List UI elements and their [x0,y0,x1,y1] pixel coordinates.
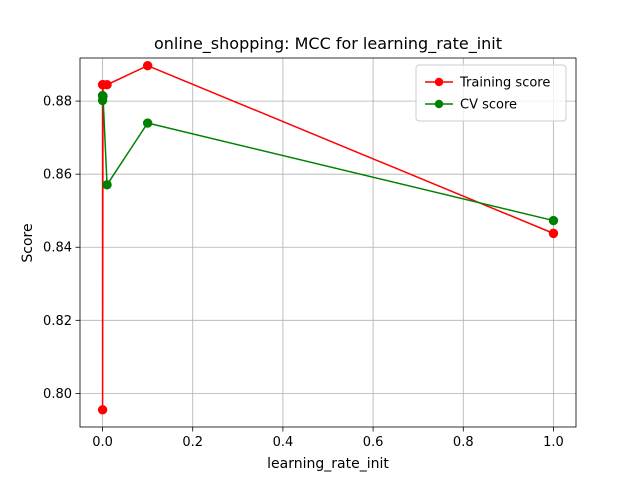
series-1-point-4 [142,118,153,128]
legend-label-1: CV score [460,98,517,113]
series-1-point-2 [98,91,108,102]
series-0-point-3 [102,79,112,90]
x-tick-label-5: 1.0 [543,435,564,450]
series-1-point-3 [102,180,112,190]
series-0-point-5 [548,228,559,239]
y-tick-label-1: 0.82 [43,314,72,329]
series-0-point-4 [142,60,153,71]
axes-frame [79,57,577,428]
x-tick-label-1: 0.2 [182,435,203,450]
x-tick-label-3: 0.6 [363,435,384,450]
legend-marker-0 [434,77,444,87]
x-tick-label-0: 0.0 [92,435,113,450]
y-tick-label-4: 0.88 [43,95,72,110]
y-tick-label-3: 0.86 [43,168,72,183]
legend-label-0: Training score [459,76,550,91]
y-tick-label-0: 0.80 [43,387,72,402]
legend: Training score CV score [415,64,567,122]
series-0-point-1 [97,405,108,415]
y-axis-label: Score [20,223,36,262]
legend-box [415,64,567,122]
x-tick-label-4: 0.8 [453,435,474,450]
y-tick-label-2: 0.84 [43,241,72,256]
chart-title: online_shopping: MCC for learning_rate_i… [154,34,502,54]
series-layer [97,60,559,415]
x-axis-label: learning_rate_init [267,456,389,472]
axes-layer: 0.0 0.2 0.4 0.6 0.8 1.0 0.80 0.82 0.84 0.86 0.88 [43,57,577,450]
legend-marker-1 [434,99,444,109]
x-tick-label-2: 0.4 [273,435,294,450]
series-1-point-5 [548,215,559,226]
